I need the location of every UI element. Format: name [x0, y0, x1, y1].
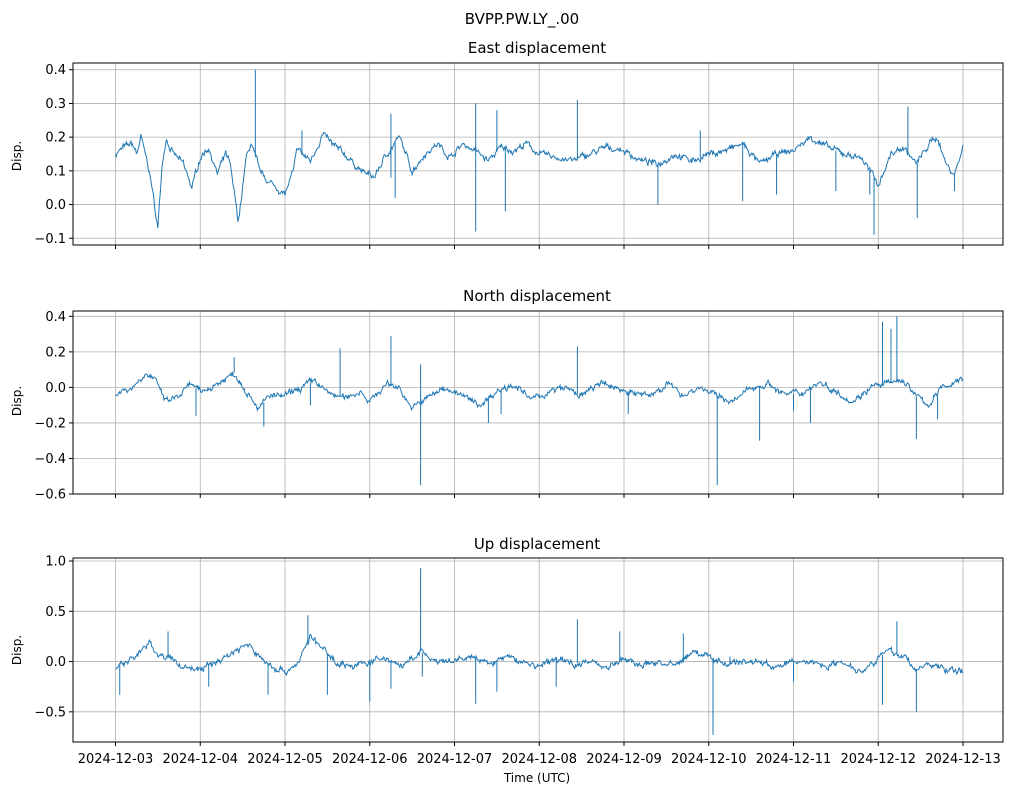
x-tick-label: 2024-12-07 [417, 752, 493, 767]
panel-east: East displacement Disp. 0.4 0.3 0.2 0.1 0.0 −… [10, 39, 1004, 249]
y-tick-label: −0.2 [34, 416, 66, 431]
y-tick-label: 0.0 [45, 381, 66, 396]
panel-title: East displacement [468, 39, 606, 57]
y-axis-label: Disp. [10, 635, 24, 665]
x-tick-label: 2024-12-08 [501, 752, 577, 767]
y-axis-label: Disp. [10, 386, 24, 416]
y-tick-label: −0.6 [34, 488, 66, 503]
panel-title: North displacement [463, 287, 611, 305]
series-line [115, 633, 964, 677]
y-tick-label: −0.5 [34, 705, 66, 720]
figure-suptitle: BVPP.PW.LY_.00 [465, 10, 579, 29]
y-tick-label: 0.0 [45, 198, 66, 213]
x-tick-label: 2024-12-09 [586, 752, 662, 767]
y-tick-label: 1.0 [45, 555, 66, 570]
x-tick-label: 2024-12-05 [247, 752, 323, 767]
y-tick-label: 0.0 [45, 655, 66, 670]
x-tick-label: 2024-12-11 [756, 752, 832, 767]
panel-north: North displacement Disp. 0.4 0.2 0.0 −0.2 −0… [10, 287, 1004, 503]
x-tick-label: 2024-12-13 [925, 752, 1001, 767]
x-axis-label: Time (UTC) [503, 771, 570, 785]
axes-frame [72, 310, 1004, 495]
y-tick-label: −0.4 [34, 452, 66, 467]
panel-up: Up displacement Disp. 1.0 0.5 0.0 −0.5 2024-… [10, 535, 1004, 767]
y-tick-label: 0.2 [45, 131, 66, 146]
y-axis-label: Disp. [10, 141, 24, 171]
x-tick-label: 2024-12-12 [840, 752, 916, 767]
x-tick-label: 2024-12-10 [671, 752, 747, 767]
panel-title: Up displacement [474, 535, 600, 553]
x-tick-label: 2024-12-03 [78, 752, 154, 767]
x-tick-label: 2024-12-06 [332, 752, 408, 767]
axes-frame [72, 557, 1004, 743]
y-tick-label: −0.1 [34, 232, 66, 247]
y-tick-label: 0.1 [45, 164, 66, 179]
y-tick-label: 0.3 [45, 97, 66, 112]
x-tick-label: 2024-12-04 [162, 752, 238, 767]
y-tick-label: 0.4 [45, 63, 66, 78]
series-line [115, 371, 964, 412]
y-tick-label: 0.4 [45, 310, 66, 325]
axes-frame [72, 62, 1004, 246]
y-tick-label: 0.5 [45, 605, 66, 620]
y-tick-label: 0.2 [45, 345, 66, 360]
series-line [115, 131, 964, 229]
